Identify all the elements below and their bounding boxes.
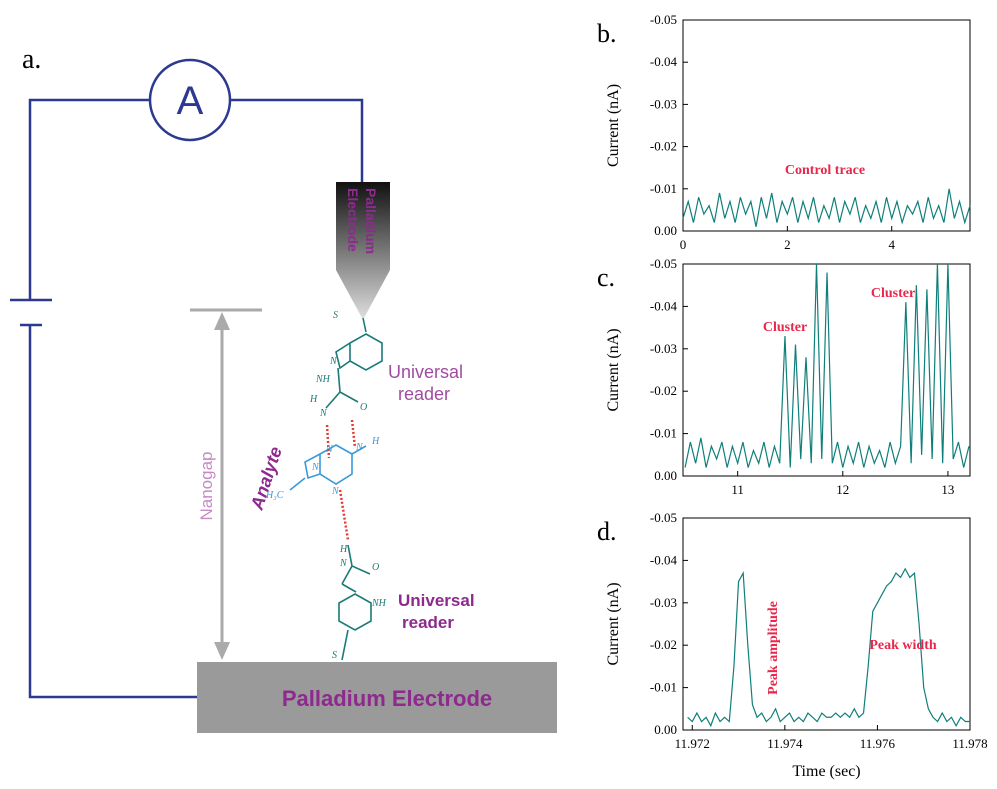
label-line: Palladium bbox=[363, 188, 379, 254]
meter-label: A bbox=[177, 79, 204, 123]
x-tick-label: 13 bbox=[941, 482, 954, 497]
atom: N bbox=[329, 356, 338, 367]
analyte-molecule bbox=[289, 444, 367, 491]
atom: O bbox=[372, 562, 379, 573]
annotation: Cluster bbox=[871, 286, 915, 301]
bottom-electrode-label: Palladium Electrode bbox=[282, 686, 492, 711]
panel-label: b. bbox=[597, 19, 617, 48]
bottom-reader-molecule bbox=[338, 544, 372, 661]
y-tick-label: -0.05 bbox=[650, 510, 677, 525]
trace bbox=[687, 567, 970, 728]
bottom-reader-label: Universal bbox=[398, 591, 475, 610]
atom: H bbox=[371, 436, 380, 447]
y-tick-label: -0.04 bbox=[650, 552, 678, 567]
annotation: Peak width bbox=[869, 638, 937, 653]
plot-frame bbox=[682, 19, 971, 232]
top-reader-molecule bbox=[325, 317, 383, 409]
top-reader-label: Universal bbox=[388, 362, 463, 382]
x-tick-label: 2 bbox=[784, 237, 791, 252]
atom: S bbox=[332, 650, 337, 661]
panel-label: a. bbox=[22, 44, 41, 75]
y-tick-label: -0.02 bbox=[650, 637, 677, 652]
x-tick-label: 11 bbox=[731, 482, 744, 497]
x-tick-label: 11.974 bbox=[767, 736, 803, 751]
annotation: Control trace bbox=[785, 163, 865, 178]
y-tick-label: -0.01 bbox=[650, 181, 677, 196]
atom: N bbox=[339, 558, 348, 569]
y-tick-label: -0.02 bbox=[650, 139, 677, 154]
panel-label: d. bbox=[597, 517, 617, 546]
nanogap-arrow bbox=[190, 308, 262, 660]
annotation: Peak amplitude bbox=[766, 601, 781, 695]
gap-label: Nanogap bbox=[197, 451, 216, 520]
y-tick-label: -0.05 bbox=[650, 12, 677, 27]
y-axis-label: Current (nA) bbox=[605, 582, 622, 665]
y-tick-label: -0.04 bbox=[650, 298, 678, 313]
atom: N bbox=[325, 444, 334, 455]
analyte-label: Analyte bbox=[246, 444, 285, 513]
circuit bbox=[10, 58, 364, 699]
y-tick-label: -0.05 bbox=[650, 256, 677, 271]
atom: NH bbox=[315, 374, 331, 385]
y-tick-label: -0.03 bbox=[650, 595, 677, 610]
atom: H bbox=[309, 394, 318, 405]
top-electrode-label: Palladium Electrode bbox=[345, 188, 379, 254]
trace bbox=[682, 188, 971, 227]
y-tick-label: -0.01 bbox=[650, 680, 677, 695]
x-tick-label: 11.976 bbox=[860, 736, 896, 751]
atom: H bbox=[339, 544, 348, 555]
top-reader-label: reader bbox=[398, 384, 450, 404]
y-tick-label: -0.02 bbox=[650, 383, 677, 398]
y-tick-label: -0.03 bbox=[650, 96, 677, 111]
x-axis-label: Time (sec) bbox=[792, 763, 860, 780]
x-tick-label: 4 bbox=[888, 237, 895, 252]
atom: O bbox=[360, 402, 367, 413]
hydrogen-bonds bbox=[325, 419, 357, 541]
bottom-reader-label: reader bbox=[402, 613, 454, 632]
y-tick-label: -0.01 bbox=[650, 426, 677, 441]
top-electrode bbox=[336, 182, 390, 318]
plot-frame bbox=[682, 517, 971, 731]
y-axis-label: Current (nA) bbox=[605, 84, 622, 167]
bottom-electrode bbox=[197, 662, 557, 733]
x-tick-label: 11.978 bbox=[952, 736, 987, 751]
atom: NH bbox=[371, 598, 387, 609]
y-tick-label: 0.00 bbox=[654, 468, 677, 483]
y-tick-label: -0.03 bbox=[650, 341, 677, 356]
atom: N bbox=[319, 408, 328, 419]
x-tick-label: 12 bbox=[836, 482, 849, 497]
y-tick-label: 0.00 bbox=[654, 722, 677, 737]
label-line: Electrode bbox=[345, 188, 361, 252]
annotation: Cluster bbox=[763, 320, 807, 335]
trace bbox=[684, 263, 970, 468]
atom: N bbox=[331, 486, 340, 497]
atom: N bbox=[311, 462, 320, 473]
x-tick-label: 11.972 bbox=[675, 736, 710, 751]
atom: H₃C bbox=[265, 490, 284, 501]
plot-frame bbox=[682, 263, 971, 477]
y-tick-label: -0.04 bbox=[650, 54, 678, 69]
y-tick-label: 0.00 bbox=[654, 223, 677, 238]
x-tick-label: 0 bbox=[680, 237, 687, 252]
atom: N bbox=[355, 442, 364, 453]
panel-label: c. bbox=[597, 263, 615, 292]
atom: S bbox=[333, 310, 338, 321]
y-axis-label: Current (nA) bbox=[605, 328, 622, 411]
